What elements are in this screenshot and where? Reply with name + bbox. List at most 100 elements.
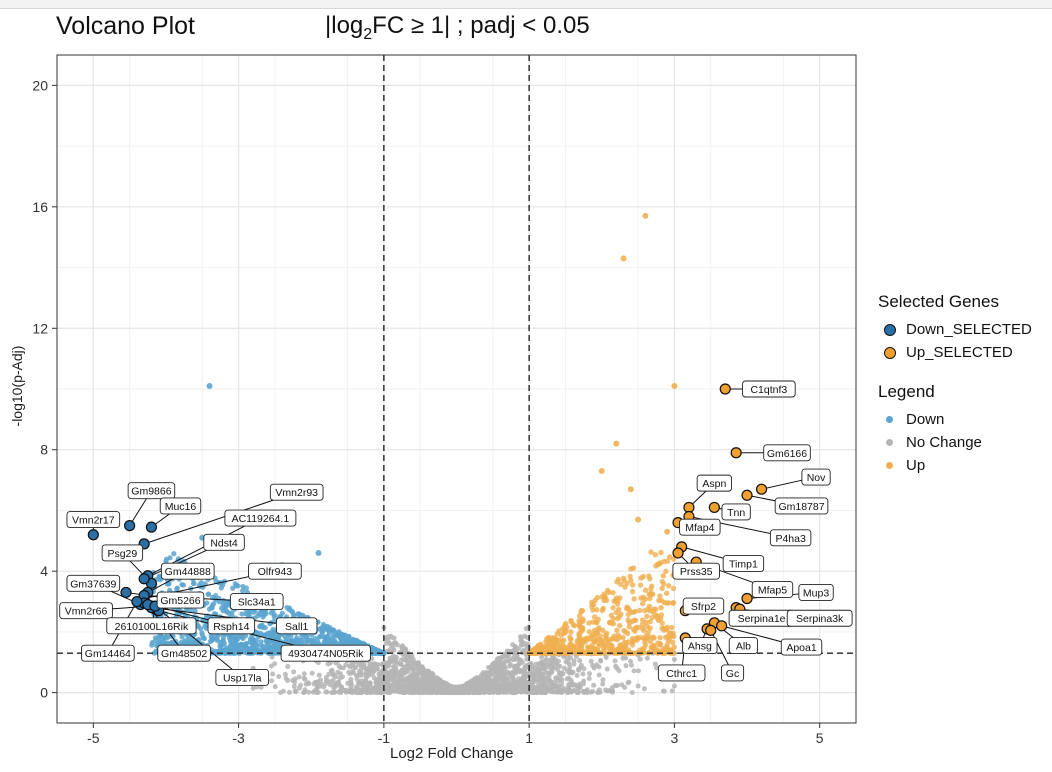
point-no-change [503,675,509,681]
gene-label-cthrc1: Cthrc1 [666,668,697,680]
point-up [616,645,622,652]
point-no-change [596,672,602,678]
point-no-change [600,677,606,683]
point-no-change [318,677,324,683]
point-no-change [381,660,387,666]
point-down [356,639,362,645]
point-up [599,607,606,614]
point-no-change [302,676,308,682]
gene-label-gm9866: Gm9866 [131,486,171,498]
point-no-change [415,661,421,667]
legend-up-label: Up [906,457,926,474]
point-up [615,597,621,604]
gene-label-gm37639: Gm37639 [70,578,116,590]
point-no-change [603,687,609,693]
point-no-change [369,689,375,695]
gene-label-timp1: Timp1 [729,559,758,571]
point-no-change [410,659,416,665]
point-no-change [377,683,383,689]
point-no-change [269,678,275,684]
point-no-change [412,676,418,682]
legend-up-dot [886,462,893,469]
point-down [220,601,226,607]
point-no-change [399,689,405,695]
point-no-change [513,670,519,676]
point-no-change [628,658,634,664]
point-no-change [363,677,369,683]
point-no-change [506,649,512,655]
point-up [663,568,669,575]
point-no-change [669,688,675,694]
point-down [339,640,345,646]
point-no-change [450,689,456,695]
point-down [258,639,264,645]
point-up [616,614,622,620]
gene-label-sall1: Sall1 [285,621,309,633]
point-up [657,593,663,599]
point-no-change [587,671,593,677]
point-no-change [276,673,282,679]
point-no-change [641,686,647,692]
point-down [230,585,236,591]
gene-label-4930474n05rik: 4930474N05Rik [288,648,364,660]
point-up [570,647,577,653]
point-no-change [515,680,521,686]
point-no-change [652,661,658,667]
point-up [647,575,653,582]
gene-label-vmn2r17: Vmn2r17 [72,515,115,527]
gene-label-c1qtnf3: C1qtnf3 [750,384,787,396]
point-no-change [485,674,491,680]
point-no-change [272,661,278,667]
point-no-change [386,663,392,669]
point-no-change [354,688,360,694]
point-down [240,588,246,594]
legend-up-selected-label: Up_SELECTED [906,344,1013,361]
point-no-change [586,675,592,681]
gene-label-serpina3k: Serpina3k [796,613,844,625]
point-no-change [358,672,364,678]
point-up [664,649,670,655]
point-up [642,587,649,593]
point-up [554,630,561,637]
legend-title: Legend [878,382,935,401]
point-no-change [551,689,557,695]
point-down [300,612,306,618]
point-no-change [588,658,594,664]
point-up [597,633,603,639]
point-up [668,633,675,639]
point-up [568,629,574,635]
point-up [551,644,558,650]
point-no-change [360,684,366,690]
point-down [286,605,293,611]
point-no-change [494,656,500,662]
point-up [652,606,659,612]
point-no-change [306,680,312,686]
legend: Selected Genes Down_SELECTED Up_SELECTED… [878,292,1032,477]
point-no-change [483,687,489,693]
point-no-change [387,685,393,691]
point-no-change [325,661,331,667]
point-no-change [559,680,565,686]
point-no-change [555,678,561,684]
point-no-change [564,676,570,682]
down-selected-point [120,586,132,599]
point-down [152,638,158,644]
point-up [562,629,568,635]
point-no-change [301,671,307,677]
point-outlier-up [635,516,642,523]
point-no-change [522,672,528,678]
point-no-change [369,685,375,691]
point-up [594,594,600,601]
gene-label-gc: Gc [726,668,739,680]
point-no-change [282,671,288,677]
gene-label-gm6166: Gm6166 [767,448,807,460]
point-no-change [636,668,642,674]
point-down [321,639,328,646]
point-no-change [612,658,618,664]
point-no-change [390,645,396,651]
point-up [606,589,612,596]
gene-label-ahsg: Ahsg [688,641,712,653]
point-no-change [258,684,264,690]
point-no-change [405,668,411,674]
